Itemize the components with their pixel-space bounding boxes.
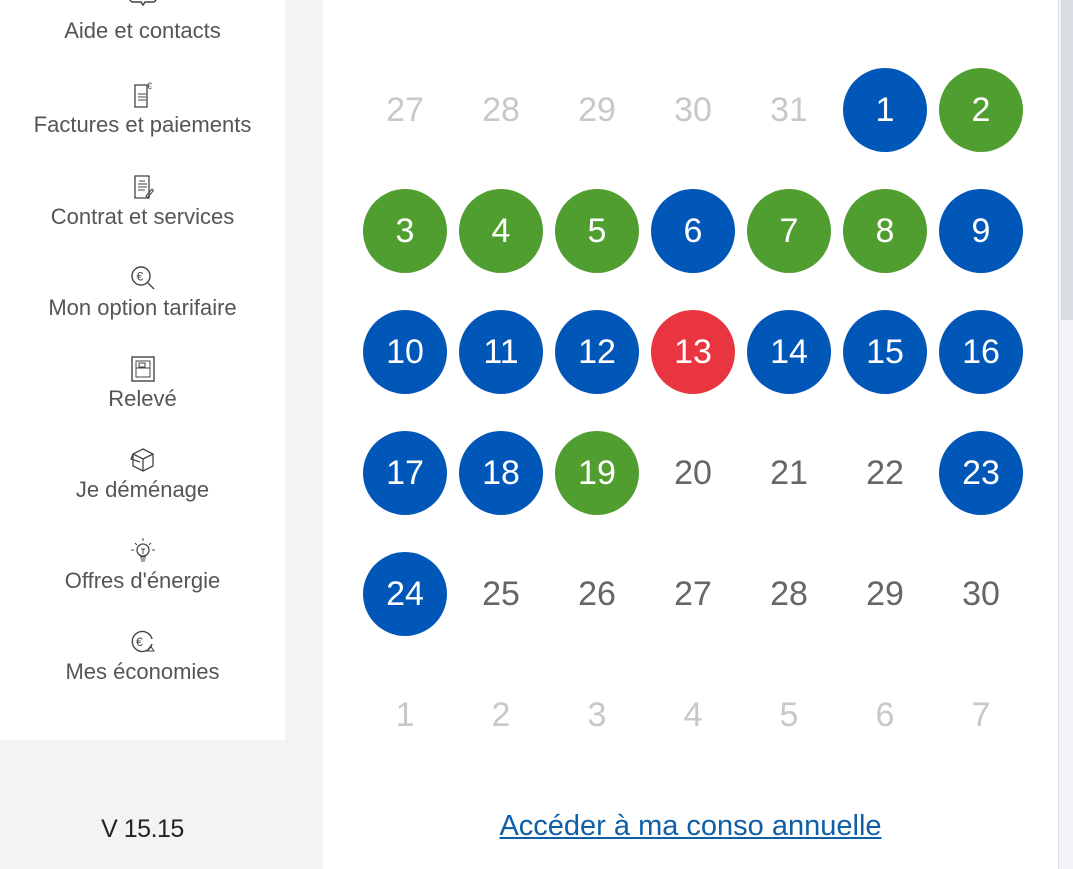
calendar-day[interactable]: 4 — [459, 189, 543, 273]
calendar-day: 6 — [875, 695, 895, 734]
calendar-day[interactable]: 3 — [363, 189, 447, 273]
meter-reading-icon — [128, 354, 158, 384]
svg-text:€: € — [136, 270, 143, 284]
calendar-day: 4 — [683, 695, 703, 734]
calendar-day[interactable]: 10 — [363, 310, 447, 394]
calendar-day: 28 — [482, 90, 520, 129]
contract-pen-icon — [128, 172, 158, 202]
calendar-day[interactable]: 15 — [843, 310, 927, 394]
calendar-day: 1 — [395, 695, 415, 734]
calendar-day: 7 — [971, 695, 991, 734]
calendar-day[interactable]: 2 — [939, 68, 1023, 152]
sidebar-item-1[interactable]: Aide et contacts — [0, 0, 285, 44]
sidebar-item-5[interactable]: Relevé — [0, 354, 285, 412]
calendar-day[interactable]: 23 — [939, 431, 1023, 515]
sidebar-item-2[interactable]: € Factures et paiements — [0, 80, 285, 138]
annual-consumption-link[interactable]: Accéder à ma conso annuelle — [499, 810, 882, 842]
chat-bubble-icon — [128, 0, 158, 16]
sidebar-item-label: Relevé — [108, 386, 177, 411]
calendar-day[interactable]: 29 — [866, 574, 904, 613]
calendar-day[interactable]: 13 — [651, 310, 735, 394]
sidebar-item-label: Factures et paiements — [33, 112, 252, 137]
calendar-day[interactable]: 27 — [674, 574, 712, 613]
sidebar-item-3[interactable]: Contrat et services — [0, 172, 285, 230]
calendar-day[interactable]: 21 — [770, 453, 808, 492]
calendar-day[interactable]: 7 — [747, 189, 831, 273]
calendar-day[interactable]: 11 — [459, 310, 543, 394]
calendar-day[interactable]: 17 — [363, 431, 447, 515]
scrollbar-thumb[interactable] — [1061, 0, 1073, 320]
calendar-day[interactable]: 8 — [843, 189, 927, 273]
calendar-day[interactable]: 22 — [866, 453, 904, 492]
sidebar-menu: Aide et contacts € Factures et paiements Co… — [0, 0, 285, 740]
invoice-euro-icon: € — [128, 80, 158, 110]
calendar-day[interactable]: 9 — [939, 189, 1023, 273]
calendar-day[interactable]: 24 — [363, 552, 447, 636]
calendar-day[interactable]: 20 — [674, 453, 712, 492]
sidebar-item-label: Je déménage — [75, 477, 210, 502]
calendar-day[interactable]: 12 — [555, 310, 639, 394]
sidebar-item-label: Mes économies — [65, 659, 220, 684]
euro-savings-icon: € — [128, 627, 158, 657]
euro-search-icon: € — [128, 263, 158, 293]
calendar-day: 30 — [674, 90, 712, 129]
svg-text:€: € — [136, 635, 143, 649]
sidebar-item-8[interactable]: € Mes économies — [0, 627, 285, 685]
calendar-day: 2 — [491, 695, 511, 734]
calendar-panel: 27 28 29 30 31 1 2 3 4 5 6 7 8 9 10 11 12 13 14 15 16 17 18 19 2… — [323, 0, 1058, 869]
calendar-day[interactable]: 6 — [651, 189, 735, 273]
calendar-day[interactable]: 5 — [555, 189, 639, 273]
sidebar-item-label: Mon option tarifaire — [48, 295, 237, 320]
sidebar-item-4[interactable]: € Mon option tarifaire — [0, 263, 285, 321]
calendar-day[interactable]: 14 — [747, 310, 831, 394]
sidebar-item-label: Offres d'énergie — [64, 568, 221, 593]
calendar-day[interactable]: 25 — [482, 574, 520, 613]
calendar-day[interactable]: 30 — [962, 574, 1000, 613]
calendar-day: 3 — [587, 695, 607, 734]
sidebar-item-6[interactable]: Je déménage — [0, 445, 285, 503]
calendar-day[interactable]: 19 — [555, 431, 639, 515]
sidebar-item-7[interactable]: Offres d'énergie — [0, 536, 285, 594]
calendar-day[interactable]: 26 — [578, 574, 616, 613]
calendar-day[interactable]: 1 — [843, 68, 927, 152]
calendar-day: 5 — [779, 695, 799, 734]
scrollbar[interactable] — [1058, 0, 1073, 869]
calendar-day: 27 — [386, 90, 424, 129]
lightbulb-icon — [128, 536, 158, 566]
sidebar-item-label: Aide et contacts — [64, 18, 221, 43]
calendar-day: 31 — [770, 90, 808, 129]
sidebar-item-label: Contrat et services — [50, 204, 235, 229]
app-version: V 15.15 — [101, 815, 184, 843]
calendar-day: 29 — [578, 90, 616, 129]
moving-box-icon — [128, 445, 158, 475]
svg-text:€: € — [147, 81, 152, 91]
calendar-day[interactable]: 18 — [459, 431, 543, 515]
calendar-day[interactable]: 28 — [770, 574, 808, 613]
calendar-day[interactable]: 16 — [939, 310, 1023, 394]
